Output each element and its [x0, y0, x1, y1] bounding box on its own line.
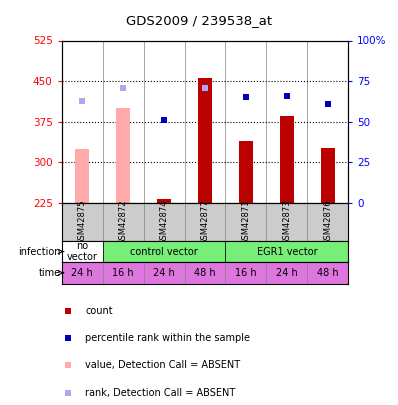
Text: GSM42872: GSM42872 [119, 199, 128, 245]
Bar [321, 148, 335, 203]
Text: value, Detection Call = ABSENT: value, Detection Call = ABSENT [85, 360, 240, 371]
Bar [239, 141, 253, 203]
Text: count: count [85, 306, 113, 316]
Text: no
vector: no vector [67, 241, 98, 262]
Text: percentile rank within the sample: percentile rank within the sample [85, 333, 250, 343]
Text: 16 h: 16 h [235, 268, 257, 278]
Text: GSM42877: GSM42877 [201, 199, 209, 245]
Text: control vector: control vector [130, 247, 198, 256]
Text: GSM42875: GSM42875 [78, 199, 87, 245]
Bar [225, 241, 348, 262]
Text: 48 h: 48 h [317, 268, 339, 278]
Text: 24 h: 24 h [71, 268, 93, 278]
Bar [157, 199, 171, 203]
Bar [62, 241, 103, 262]
Text: GSM42876: GSM42876 [323, 199, 332, 245]
Text: infection: infection [18, 247, 61, 256]
Text: 16 h: 16 h [112, 268, 134, 278]
Text: time: time [39, 268, 61, 278]
Bar [75, 149, 89, 203]
Text: 48 h: 48 h [194, 268, 216, 278]
Bar [116, 108, 130, 203]
Bar [198, 78, 212, 203]
Text: 24 h: 24 h [276, 268, 298, 278]
Bar [103, 241, 225, 262]
Text: GSM42871: GSM42871 [242, 199, 250, 245]
Text: EGR1 vector: EGR1 vector [257, 247, 317, 256]
Text: rank, Detection Call = ABSENT: rank, Detection Call = ABSENT [85, 388, 235, 398]
Text: GDS2009 / 239538_at: GDS2009 / 239538_at [126, 14, 272, 27]
Bar [280, 116, 294, 203]
Text: GSM42874: GSM42874 [160, 199, 168, 245]
Text: 24 h: 24 h [153, 268, 175, 278]
Text: GSM42873: GSM42873 [282, 199, 291, 245]
